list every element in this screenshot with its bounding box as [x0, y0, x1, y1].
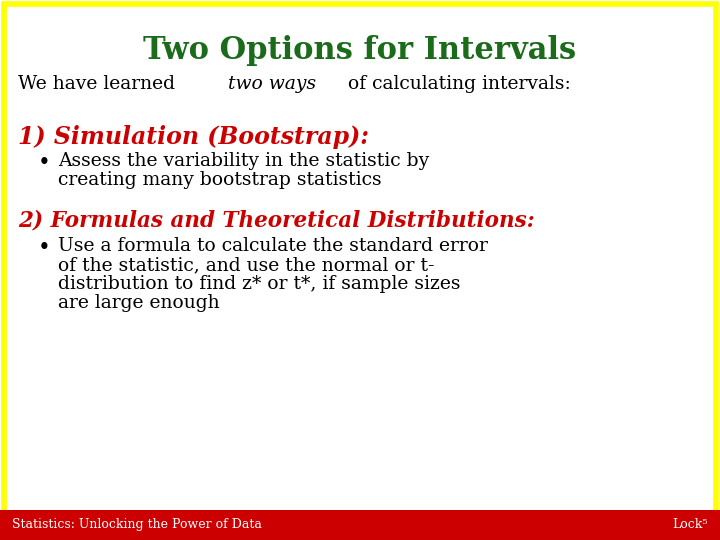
- Text: Two Options for Intervals: Two Options for Intervals: [143, 35, 577, 66]
- Bar: [0, 510, 720, 540]
- Text: two ways: two ways: [228, 75, 317, 93]
- Text: Use a formula to calculate the standard error: Use a formula to calculate the standard …: [58, 237, 488, 255]
- Text: •: •: [38, 152, 50, 174]
- Text: 2) Formulas and Theoretical Distributions:: 2) Formulas and Theoretical Distribution…: [18, 210, 535, 232]
- Text: 1) Simulation (Bootstrap):: 1) Simulation (Bootstrap):: [18, 125, 369, 149]
- Text: Statistics: Unlocking the Power of Data: Statistics: Unlocking the Power of Data: [12, 518, 262, 531]
- Text: Assess the variability in the statistic by: Assess the variability in the statistic …: [58, 152, 429, 170]
- Text: of the statistic, and use the normal or t-: of the statistic, and use the normal or …: [58, 256, 434, 274]
- Text: distribution to find z* or t*, if sample sizes: distribution to find z* or t*, if sample…: [58, 275, 461, 293]
- Text: Lock⁵: Lock⁵: [672, 518, 708, 531]
- Text: of calculating intervals:: of calculating intervals:: [342, 75, 571, 93]
- Text: We have learned: We have learned: [18, 75, 181, 93]
- Text: •: •: [38, 237, 50, 259]
- Text: creating many bootstrap statistics: creating many bootstrap statistics: [58, 171, 382, 189]
- Text: are large enough: are large enough: [58, 294, 220, 312]
